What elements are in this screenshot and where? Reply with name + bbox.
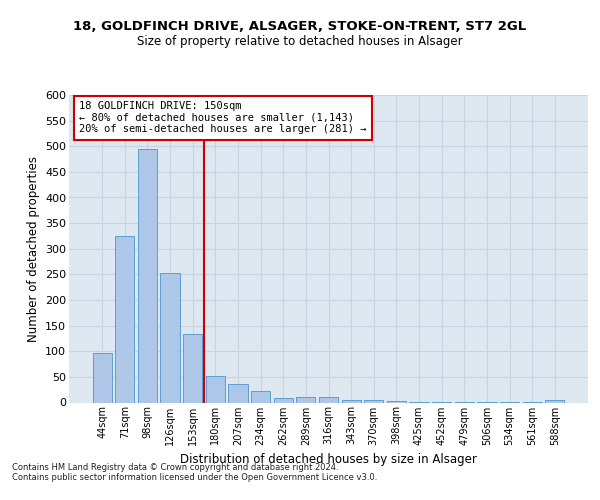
- Bar: [115, 236, 134, 402]
- Text: 18 GOLDFINCH DRIVE: 150sqm
← 80% of detached houses are smaller (1,143)
20% of s: 18 GOLDFINCH DRIVE: 150sqm ← 80% of deta…: [79, 101, 367, 134]
- Bar: [138, 149, 157, 403]
- Bar: [160, 274, 180, 402]
- Bar: [183, 334, 202, 402]
- Text: 18, GOLDFINCH DRIVE, ALSAGER, STOKE-ON-TRENT, ST7 2GL: 18, GOLDFINCH DRIVE, ALSAGER, STOKE-ON-T…: [73, 20, 527, 33]
- Bar: [251, 390, 270, 402]
- Bar: [341, 400, 361, 402]
- Bar: [229, 384, 248, 402]
- Bar: [92, 353, 112, 403]
- Bar: [296, 397, 316, 402]
- Bar: [545, 400, 565, 402]
- Bar: [319, 397, 338, 402]
- Bar: [274, 398, 293, 402]
- Y-axis label: Number of detached properties: Number of detached properties: [26, 156, 40, 342]
- X-axis label: Distribution of detached houses by size in Alsager: Distribution of detached houses by size …: [180, 453, 477, 466]
- Bar: [206, 376, 225, 402]
- Text: Contains HM Land Registry data © Crown copyright and database right 2024.
Contai: Contains HM Land Registry data © Crown c…: [12, 462, 377, 482]
- Bar: [364, 400, 383, 402]
- Text: Size of property relative to detached houses in Alsager: Size of property relative to detached ho…: [137, 35, 463, 48]
